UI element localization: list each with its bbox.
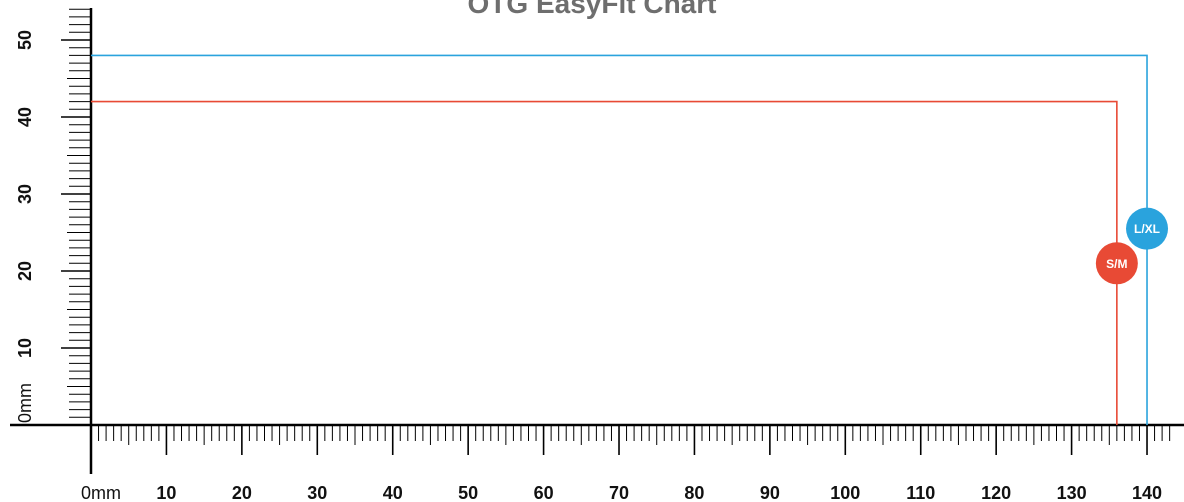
size-badges: S/M L/XL	[1095, 207, 1169, 285]
badge-label-l-xl: L/XL	[1134, 222, 1160, 236]
badge-label-s-m: S/M	[1106, 257, 1127, 271]
badge-l-xl	[1126, 207, 1169, 250]
x-tick-label: 30	[307, 483, 327, 502]
rulers	[10, 8, 1184, 474]
chart-title: OTG EasyFit Chart	[467, 0, 717, 19]
x-tick-label: 0mm	[81, 483, 121, 502]
x-tick-label: 110	[906, 483, 935, 502]
frame-outlines	[91, 54, 1148, 425]
y-axis-labels: 0mm 10 20 30 40 50	[15, 30, 35, 423]
x-tick-label: 140	[1132, 483, 1162, 502]
x-tick-label: 100	[830, 483, 860, 502]
x-tick-label: 20	[232, 483, 252, 502]
x-axis-labels: 0mm 10 20 30 40 50 60 70 80 90 100 110 120 130 140	[81, 483, 1162, 502]
x-tick-label: 40	[383, 483, 403, 502]
frame-outline-l-xl	[91, 54, 1148, 425]
x-tick-label: 60	[534, 483, 554, 502]
x-tick-label: 120	[981, 483, 1011, 502]
badge-s-m	[1095, 242, 1138, 285]
x-tick-label: 50	[458, 483, 478, 502]
y-tick-label: 40	[15, 107, 35, 127]
y-tick-label: 10	[15, 338, 35, 358]
y-tick-label: 20	[15, 261, 35, 281]
y-tick-label: 30	[15, 184, 35, 204]
x-tick-label: 130	[1057, 483, 1087, 502]
x-tick-label: 10	[156, 483, 176, 502]
x-tick-label: 80	[684, 483, 704, 502]
x-tick-label: 90	[760, 483, 780, 502]
frame-outline-s-m	[91, 100, 1118, 425]
y-tick-label: 0mm	[15, 383, 35, 423]
y-tick-label: 50	[15, 30, 35, 50]
x-tick-label: 70	[609, 483, 629, 502]
